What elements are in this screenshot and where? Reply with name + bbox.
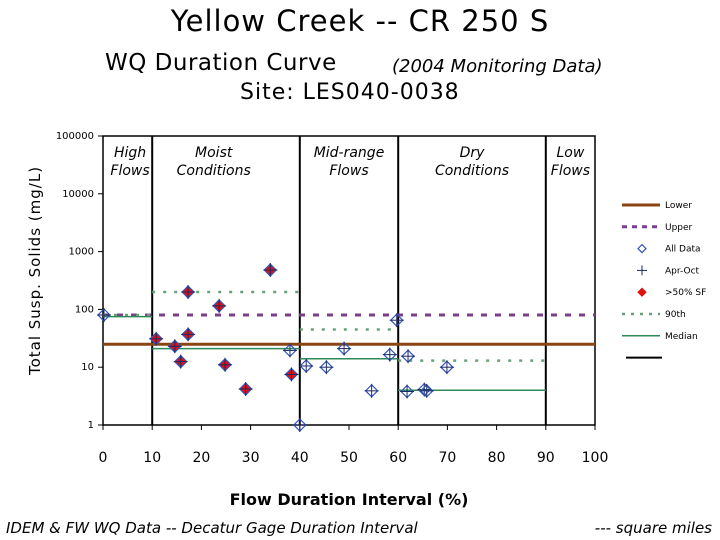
x-tick-label: 40 xyxy=(291,450,309,466)
legend-label: Upper xyxy=(665,223,693,233)
data-point xyxy=(212,298,227,313)
legend-item: Lower xyxy=(622,201,692,211)
zone-label: Dry xyxy=(460,145,486,161)
legend-item: Median xyxy=(622,332,698,342)
y-tick-label: 1 xyxy=(88,420,94,431)
y-tick-label: 1000 xyxy=(69,247,94,258)
data-point xyxy=(319,360,334,375)
legend-item: 90th xyxy=(622,310,686,320)
x-tick-label: 0 xyxy=(99,450,108,466)
x-tick-label: 90 xyxy=(537,450,555,466)
legend-open-diamond-icon xyxy=(637,243,647,254)
data-point xyxy=(282,343,297,358)
y-tick-label: 100000 xyxy=(56,131,94,142)
zone-label: Moist xyxy=(195,145,233,161)
chart-title: Yellow Creek -- CR 250 S xyxy=(170,4,550,38)
zone-label: Conditions xyxy=(177,163,251,179)
data-point xyxy=(382,347,397,362)
y-tick-label: 10 xyxy=(81,362,94,373)
x-tick-label: 10 xyxy=(143,450,161,466)
data-point xyxy=(292,418,307,432)
x-axis-title: Flow Duration Interval (%) xyxy=(230,490,469,509)
y-tick-label: 10000 xyxy=(62,189,94,200)
x-tick-label: 30 xyxy=(242,450,260,466)
data-point xyxy=(167,339,182,354)
data-source-footer: IDEM & FW WQ Data -- Decatur Gage Durati… xyxy=(6,519,418,537)
legend-label: Lower xyxy=(665,201,692,211)
data-point xyxy=(96,308,111,323)
x-tick-label: 60 xyxy=(389,450,407,466)
y-tick-label: 100 xyxy=(75,304,94,315)
x-tick-label: 100 xyxy=(582,450,609,466)
chart-subtitle: WQ Duration Curve xyxy=(105,50,337,76)
data-point xyxy=(173,354,188,369)
plot-frame xyxy=(102,135,596,426)
data-point xyxy=(419,383,434,398)
site-label: Site: LES040-0038 xyxy=(240,80,460,105)
legend-item: Upper xyxy=(622,223,693,233)
legend-label: Apr-Oct xyxy=(665,266,700,276)
chart-subtitle-note: (2004 Monitoring Data) xyxy=(392,56,603,77)
zone-label: Conditions xyxy=(435,163,509,179)
data-point xyxy=(149,331,164,346)
zone-label: Mid-range xyxy=(314,145,385,161)
data-point xyxy=(181,327,196,342)
legend-item: All Data xyxy=(637,243,701,255)
zone-label: Flows xyxy=(551,163,590,179)
zone-label: High xyxy=(114,145,146,161)
legend-item: >50% SF xyxy=(637,287,706,298)
data-point xyxy=(401,349,416,364)
legend-item: Apr-Oct xyxy=(637,265,700,276)
legend-label: All Data xyxy=(665,245,701,255)
data-point xyxy=(389,313,404,328)
legend-label: Median xyxy=(665,332,698,342)
data-point xyxy=(218,357,233,372)
data-point xyxy=(364,383,379,398)
data-point xyxy=(439,360,454,375)
x-tick-label: 20 xyxy=(192,450,210,466)
data-point xyxy=(263,263,278,278)
data-point xyxy=(337,341,352,356)
legend-label: 90th xyxy=(665,310,686,320)
data-point xyxy=(284,367,299,382)
area-footer: --- square miles xyxy=(594,519,712,537)
x-tick-label: 80 xyxy=(488,450,506,466)
zone-label: Low xyxy=(556,145,584,161)
zone-label: Flows xyxy=(329,163,368,179)
zone-label: Flows xyxy=(110,163,149,179)
x-tick-label: 70 xyxy=(438,450,456,466)
y-axis-title: Total Susp. Solids (mg/L) xyxy=(26,166,44,376)
legend-red-diamond-icon xyxy=(637,287,647,297)
data-point xyxy=(238,381,253,396)
x-tick-label: 50 xyxy=(340,450,358,466)
data-point xyxy=(400,384,415,399)
legend-label: >50% SF xyxy=(665,288,706,298)
data-point xyxy=(181,285,196,300)
data-point xyxy=(299,358,314,373)
